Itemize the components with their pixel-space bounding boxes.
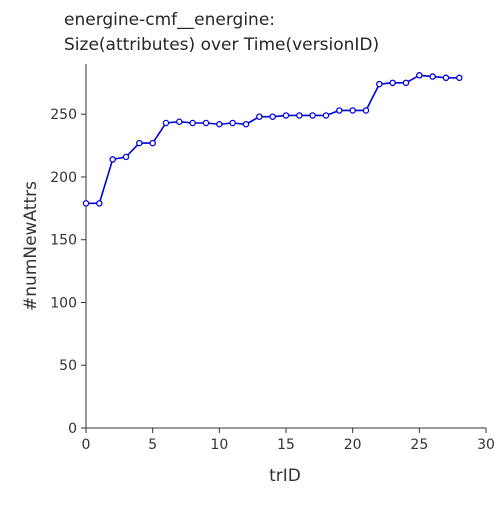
x-tick-label: 25 — [410, 437, 428, 453]
x-axis-label: trID — [269, 466, 301, 486]
data-point — [402, 79, 410, 87]
chart-title-line-1: energine-cmf__energine: — [64, 10, 276, 30]
data-point — [109, 156, 116, 163]
data-point — [189, 119, 196, 127]
y-tick-label: 250 — [50, 107, 77, 123]
y-tick-label: 200 — [50, 170, 77, 186]
data-point — [429, 73, 436, 80]
data-point — [362, 107, 370, 114]
data-point — [269, 113, 276, 120]
x-tick-label: 10 — [210, 437, 228, 453]
data-point — [136, 139, 143, 147]
series-line — [86, 74, 460, 205]
data-point — [242, 120, 250, 128]
data-point — [229, 119, 236, 127]
data-point — [96, 200, 103, 207]
data-point — [296, 112, 303, 119]
tick-group: 0 5 10 15 20 25 30 0 50 100 150 200 250 — [50, 107, 495, 453]
x-tick-label: 0 — [82, 437, 91, 453]
data-point — [336, 107, 343, 114]
x-tick-label: 30 — [477, 437, 495, 453]
data-point — [216, 120, 223, 128]
y-axis-label: #numNewAttrs — [21, 181, 41, 311]
data-point — [416, 72, 423, 79]
y-tick-label: 100 — [50, 295, 77, 311]
x-tick-label: 20 — [344, 437, 362, 453]
data-point — [322, 112, 330, 119]
data-point — [456, 74, 463, 82]
data-point — [82, 200, 90, 207]
data-point — [442, 74, 450, 82]
data-point — [309, 112, 316, 119]
data-point — [149, 139, 156, 147]
data-point — [202, 119, 210, 127]
series-group — [82, 72, 463, 207]
y-tick-label: 150 — [50, 233, 77, 249]
data-point — [256, 113, 263, 120]
data-point — [389, 79, 396, 87]
data-point — [176, 118, 183, 125]
y-tick-label: 50 — [59, 358, 77, 374]
x-tick-label: 15 — [277, 437, 295, 453]
data-point — [282, 112, 290, 119]
chart-title: energine-cmf__energine: Size(attributes)… — [64, 8, 379, 58]
data-point — [122, 153, 130, 161]
chart-title-line-2: Size(attributes) over Time(versionID) — [64, 35, 380, 55]
x-tick-label: 5 — [148, 437, 157, 453]
data-point — [376, 80, 383, 88]
data-point — [349, 107, 356, 114]
data-point — [162, 119, 170, 127]
y-tick-label: 0 — [68, 421, 77, 437]
